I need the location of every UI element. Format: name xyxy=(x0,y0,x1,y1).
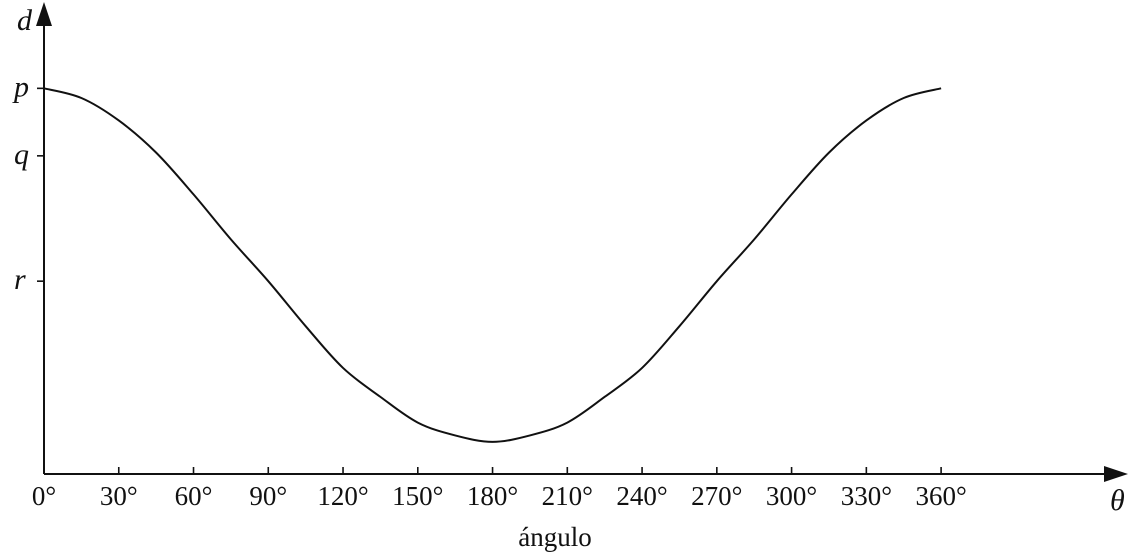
x-tick-label: 30° xyxy=(100,481,138,511)
y-axis-symbol: d xyxy=(17,4,33,37)
x-tick-label: 240° xyxy=(616,481,667,511)
x-axis-label: ángulo xyxy=(518,522,592,552)
y-axis-arrowhead xyxy=(36,2,52,26)
x-tick-label: 180° xyxy=(467,481,518,511)
x-axis-symbol: θ xyxy=(1110,484,1125,517)
x-tick-label: 0° xyxy=(32,481,56,511)
y-tick-label: r xyxy=(14,263,26,296)
x-tick-label: 90° xyxy=(249,481,287,511)
x-tick-label: 120° xyxy=(317,481,368,511)
x-tick-labels: 0° 30° 60° 90° 120° 150° 180° 210° 240° 270° 300° 3… xyxy=(32,481,967,511)
y-ticks xyxy=(37,87,44,282)
y-tick-label: p xyxy=(12,70,29,103)
x-tick-label: 210° xyxy=(542,481,593,511)
x-tick-label: 60° xyxy=(175,481,213,511)
series-line xyxy=(43,87,942,443)
x-axis-arrowhead xyxy=(1104,466,1128,482)
x-tick-label: 150° xyxy=(392,481,443,511)
x-ticks xyxy=(43,467,942,474)
y-tick-labels: p q r xyxy=(12,70,29,296)
series-group xyxy=(43,87,942,443)
x-tick-label: 360° xyxy=(915,481,966,511)
x-tick-label: 270° xyxy=(691,481,742,511)
x-tick-label: 300° xyxy=(766,481,817,511)
x-tick-label: 330° xyxy=(841,481,892,511)
axes xyxy=(36,2,1128,482)
y-tick-label: q xyxy=(14,138,29,171)
